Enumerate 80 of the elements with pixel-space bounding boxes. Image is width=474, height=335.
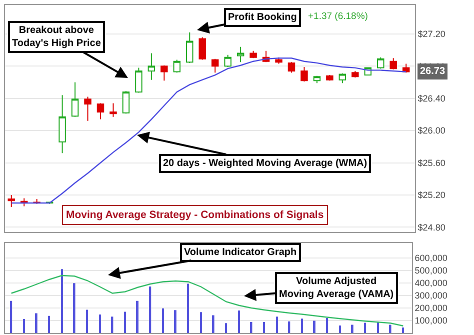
bar [276, 316, 278, 333]
candlestick [148, 52, 156, 80]
annotation: Volume Indicator Graph [184, 247, 297, 258]
bar [212, 315, 214, 333]
annotation: +1.37 (6.18%) [308, 11, 368, 22]
candlestick [71, 82, 79, 118]
bar [364, 322, 366, 333]
bar [250, 322, 252, 333]
candlestick [110, 102, 117, 118]
candlestick [58, 94, 66, 154]
candlestick [326, 74, 334, 82]
y-tick-label: $26.40 [418, 94, 446, 104]
candlestick [300, 66, 308, 82]
bar [238, 310, 240, 333]
bar [187, 284, 190, 333]
bar [326, 318, 328, 333]
bar [339, 326, 341, 333]
annotation: Volume Adjusted Moving Average (VAMA) [279, 276, 394, 300]
y-tick-label: 200,000 [414, 303, 448, 314]
bar [288, 321, 290, 333]
bar [225, 323, 227, 333]
annotation: 26.73 [420, 66, 446, 77]
bar [48, 316, 50, 333]
candlestick [313, 75, 321, 84]
y-tick-label: 400,000 [414, 278, 448, 288]
candlestick [8, 194, 15, 208]
candlestick [250, 50, 257, 59]
y-tick-label: $24.80 [418, 222, 446, 232]
annotation: Breakout above Today's High Price [12, 25, 102, 49]
y-tick-label: 500,000 [414, 266, 448, 276]
y-tick-label: $27.20 [418, 29, 446, 40]
annotation: Profit Booking [228, 12, 297, 23]
y-tick-label: 300,000 [414, 290, 448, 301]
bar [389, 324, 392, 333]
y-tick-label: $25.20 [418, 190, 446, 200]
candlestick [160, 64, 168, 82]
bar [111, 316, 114, 333]
bar [23, 319, 25, 333]
candlestick [275, 56, 282, 64]
annotation: 20 days - Weighted Moving Average (WMA) [163, 158, 368, 169]
y-tick-label: $26.00 [418, 126, 446, 136]
bar [99, 314, 101, 333]
line-series [10, 274, 404, 326]
y-tick-label: $25.60 [418, 158, 446, 168]
candlestick [186, 32, 194, 64]
bar [402, 328, 404, 333]
line-series [10, 58, 407, 204]
bar [86, 310, 88, 333]
bar [377, 322, 379, 333]
bar [35, 313, 38, 333]
candlestick [338, 72, 346, 84]
candlestick [96, 102, 104, 120]
candlestick [390, 58, 397, 70]
y-tick-label: 600,000 [414, 253, 448, 264]
candlestick [288, 62, 296, 74]
candlestick [377, 56, 384, 70]
y-tick-label: 100,000 [414, 316, 448, 326]
candlestick [211, 58, 219, 74]
bar [162, 308, 164, 333]
bar [73, 283, 76, 333]
bar [313, 320, 316, 333]
candlestick [84, 96, 92, 122]
bar [124, 312, 126, 333]
bar [136, 300, 138, 333]
bar [174, 310, 176, 333]
candlestick [173, 59, 181, 74]
candlestick [198, 36, 206, 60]
candlestick [135, 67, 142, 94]
bar [61, 269, 63, 333]
bar [301, 318, 303, 333]
bar [149, 286, 152, 333]
annotation: Moving Average Strategy - Combinations of Signals [66, 209, 324, 221]
bar [200, 312, 202, 333]
candlestick [122, 90, 130, 114]
bar [263, 322, 265, 333]
bar [10, 300, 12, 333]
candlestick [352, 70, 359, 78]
bar [351, 324, 354, 333]
candlestick [236, 46, 244, 63]
candlestick [224, 54, 232, 68]
